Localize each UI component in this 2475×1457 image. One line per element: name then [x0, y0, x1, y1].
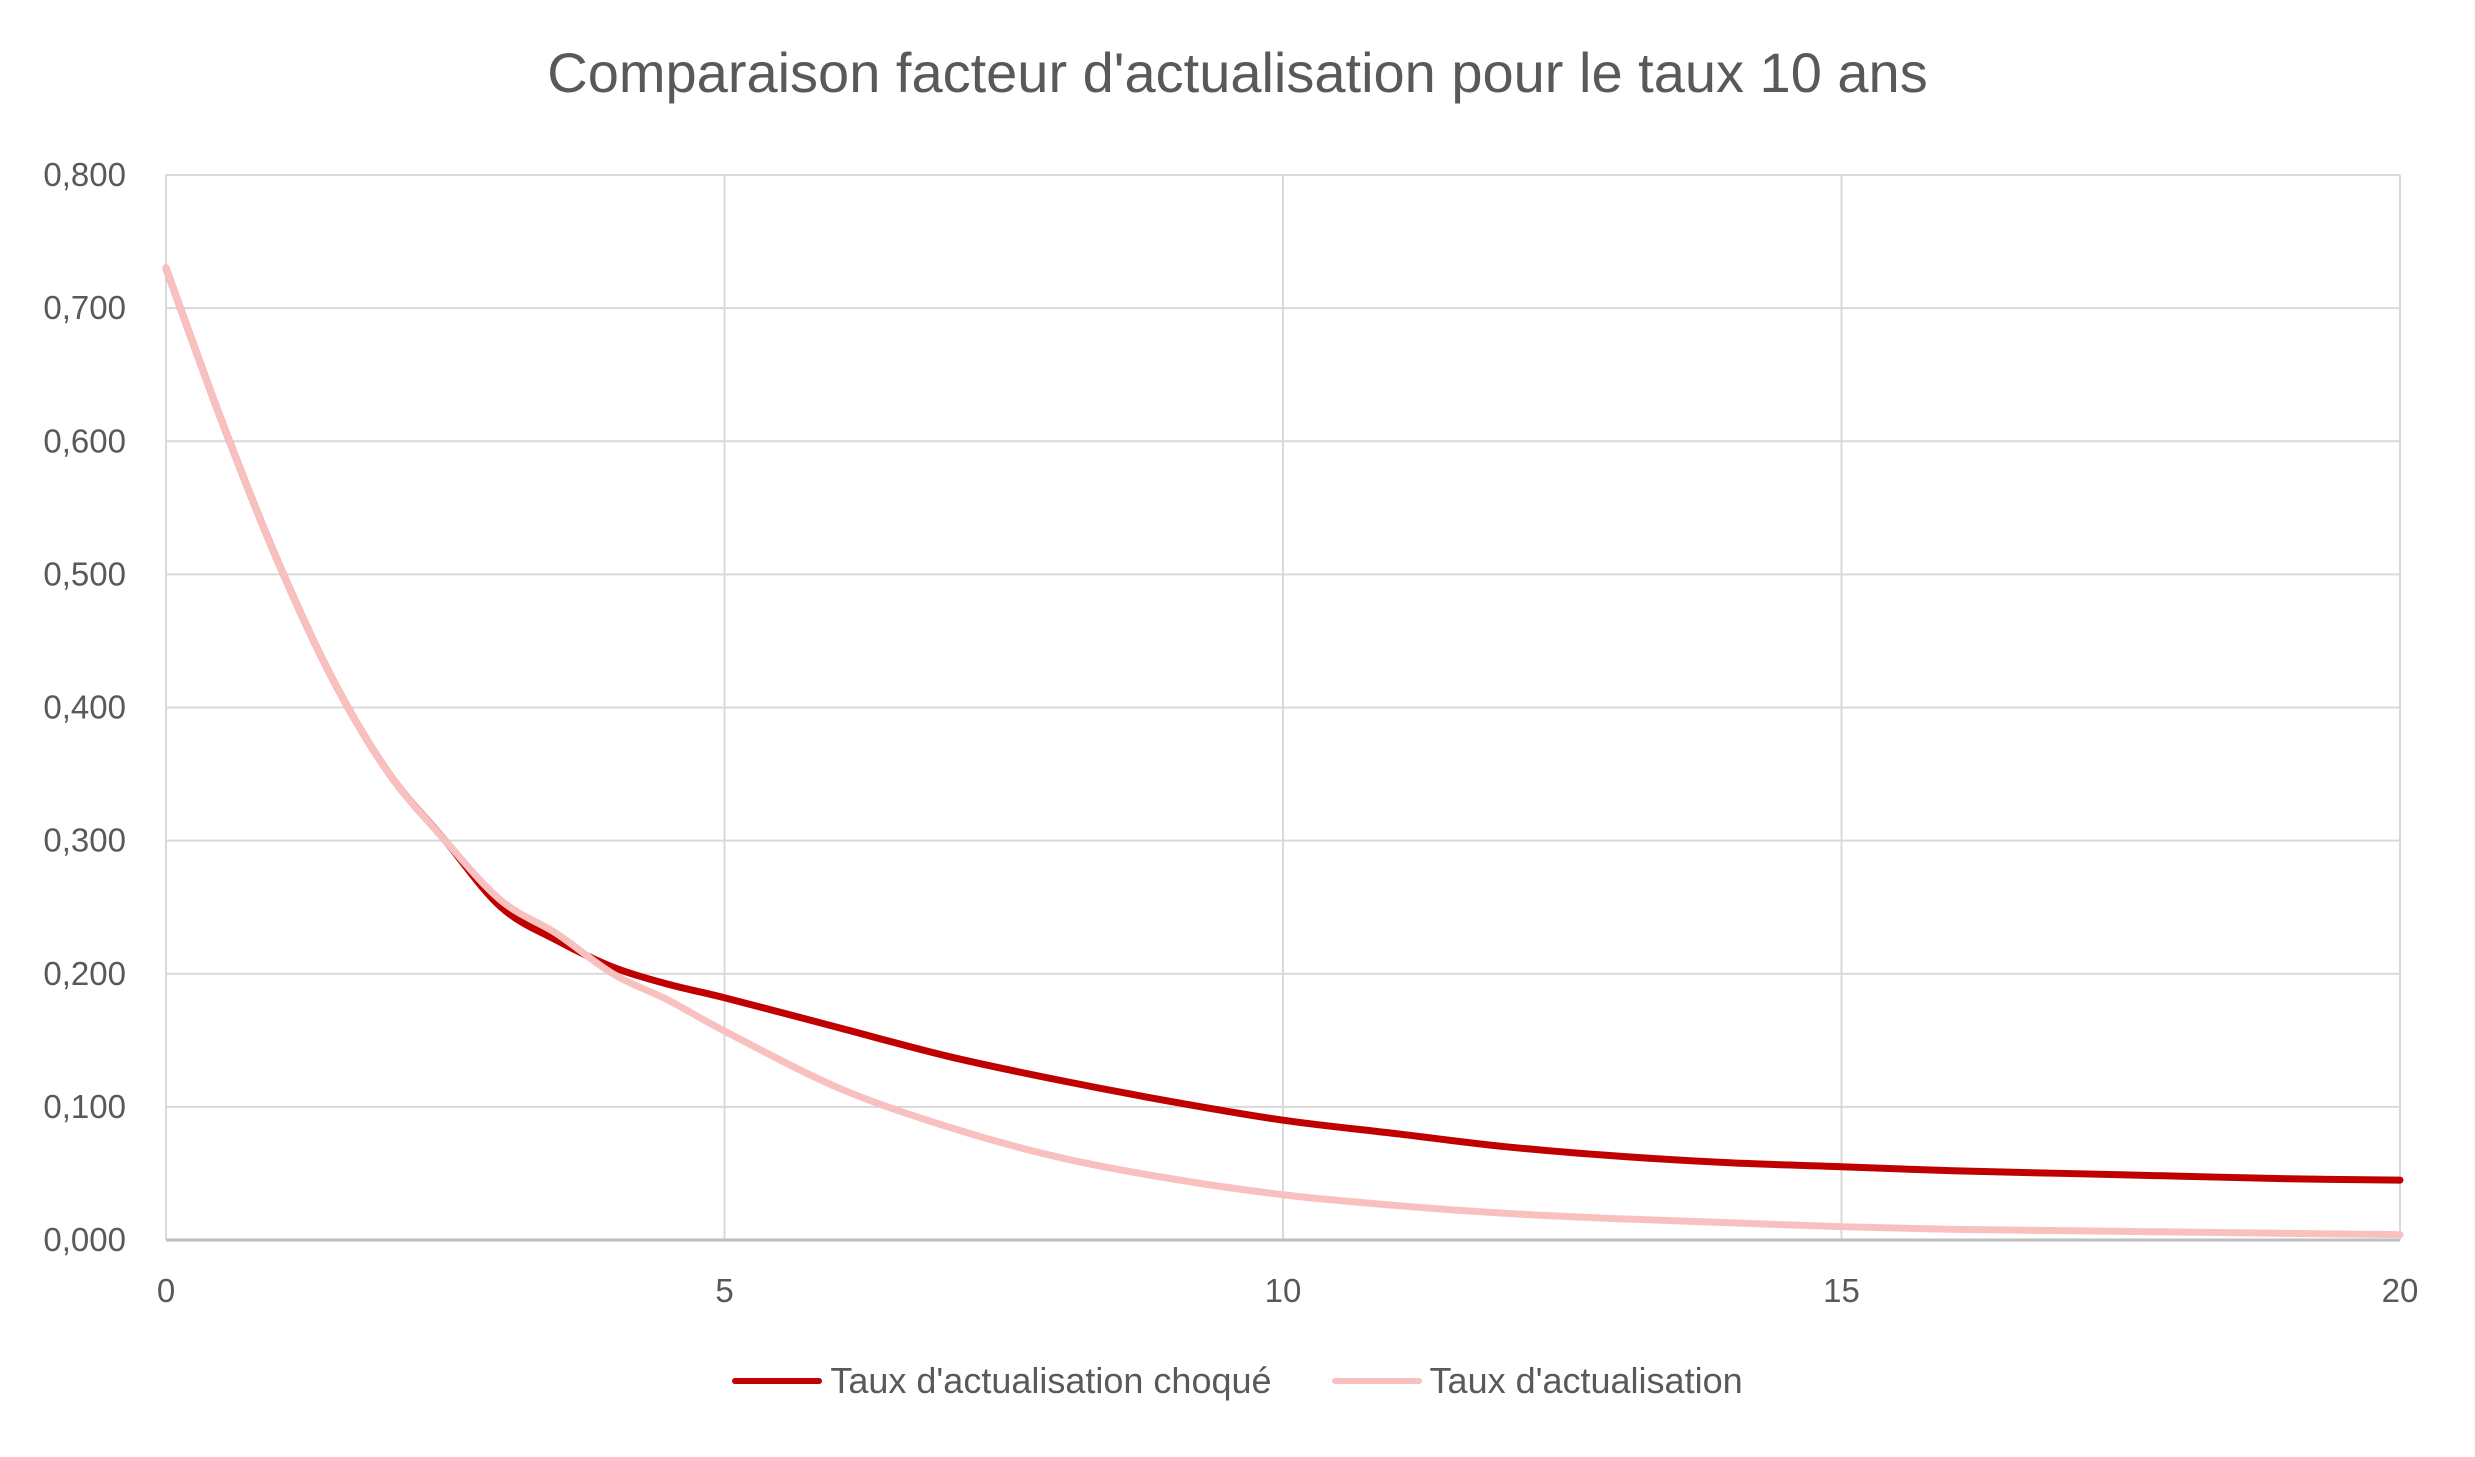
y-tick-label: 0,500 [43, 555, 126, 592]
y-tick-label: 0,100 [43, 1088, 126, 1125]
legend-label-series-2: Taux d'actualisation [1429, 1360, 1743, 1401]
series-line-2 [162, 264, 2404, 1239]
legend-item-series-1: Taux d'actualisation choqué [732, 1360, 1272, 1402]
chart-title: Comparaison facteur d'actualisation pour… [547, 41, 1928, 104]
x-tick-label: 15 [1823, 1272, 1860, 1309]
x-tick-label: 5 [715, 1272, 733, 1309]
y-tick-label: 0,600 [43, 422, 126, 459]
gridlines [165, 174, 2401, 1241]
y-tick-label: 0,000 [43, 1221, 126, 1258]
legend: Taux d'actualisation choqué Taux d'actua… [0, 1360, 2475, 1402]
y-tick-label: 0,700 [43, 289, 126, 326]
x-tick-label: 10 [1265, 1272, 1302, 1309]
legend-item-series-2: Taux d'actualisation [1331, 1360, 1743, 1402]
legend-swatch-series-2 [1331, 1378, 1422, 1384]
legend-label-series-1: Taux d'actualisation choqué [830, 1360, 1272, 1401]
y-tick-label: 0,200 [43, 955, 126, 992]
x-tick-label: 0 [157, 1272, 175, 1309]
x-tick-label: 20 [2382, 1272, 2419, 1309]
y-tick-label: 0,300 [43, 822, 126, 859]
legend-swatch-series-1 [732, 1378, 823, 1384]
tick-labels: 0,000 0,100 0,200 0,300 0,400 0,500 0,600 0,700… [43, 156, 2418, 1309]
series-lines [162, 264, 2404, 1239]
y-tick-label: 0,400 [43, 689, 126, 726]
y-tick-label: 0,800 [43, 156, 126, 193]
